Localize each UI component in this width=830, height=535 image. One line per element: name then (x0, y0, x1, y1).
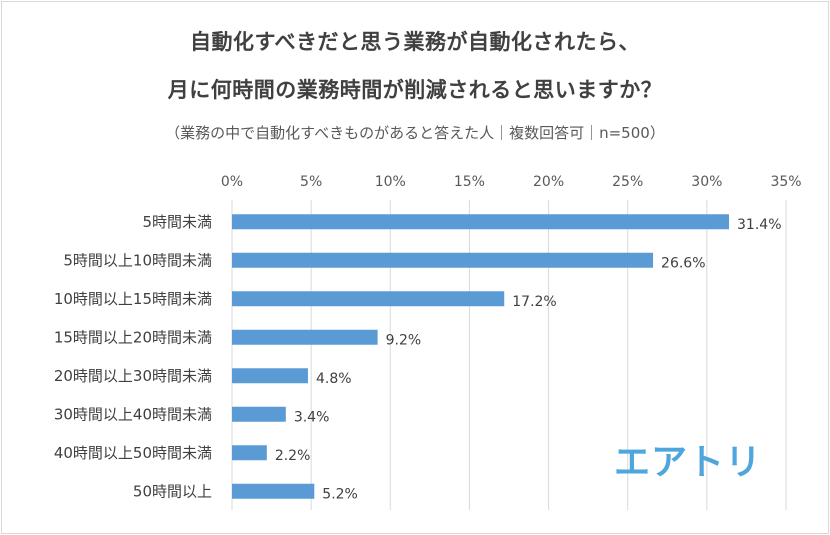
category-label: 15時間以上20時間未満 (54, 328, 212, 346)
category-label: 10時間以上15時間未満 (54, 290, 212, 308)
data-label: 5.2% (322, 486, 358, 502)
x-tick-label: 35% (770, 174, 801, 190)
bar (232, 406, 286, 422)
data-label: 3.4% (294, 409, 330, 425)
bar (232, 329, 378, 345)
x-tick-label: 30% (691, 174, 722, 190)
x-tick-label: 20% (533, 174, 564, 190)
bars (232, 214, 730, 499)
airtrip-logo: エアトリ (614, 442, 763, 483)
data-label: 4.8% (316, 371, 352, 387)
chart-subtitle: （業務の中で自動化すべきものがあると答えた人｜複数回答可｜n=500） (165, 124, 665, 142)
chart-title-line2: 月に何時間の業務時間が削減されると思いますか？ (167, 78, 663, 102)
data-label: 2.2% (275, 448, 311, 464)
bar (232, 368, 308, 384)
x-tick-label: 5% (300, 174, 322, 190)
x-tick-label: 0% (221, 174, 243, 190)
category-label: 20時間以上30時間未満 (54, 367, 212, 385)
data-label: 9.2% (386, 332, 422, 348)
x-tick-label: 10% (375, 174, 406, 190)
data-label: 17.2% (512, 294, 556, 310)
bar (232, 445, 267, 461)
category-label: 5時間未満 (142, 213, 212, 231)
category-label: 30時間以上40時間未満 (54, 405, 212, 423)
category-label: 5時間以上10時間未満 (63, 251, 212, 269)
category-label: 40時間以上50時間未満 (54, 444, 212, 462)
category-label: 50時間以上 (133, 482, 212, 500)
x-tick-label: 15% (454, 174, 485, 190)
x-tick-label: 25% (612, 174, 643, 190)
category-labels: 5時間未満 5時間以上10時間未満 10時間以上15時間未満 15時間以上20時間未満… (54, 213, 212, 501)
data-label: 26.6% (661, 255, 705, 271)
bar (232, 483, 315, 499)
chart-title: 自動化すべきだと思う業務が自動化されたら、 (189, 30, 641, 54)
bar (232, 214, 730, 230)
bar (232, 291, 505, 307)
data-label: 31.4% (737, 217, 781, 233)
bar (232, 252, 654, 268)
x-tick-labels: 0% 5% 10% 15% 20% 25% 30% 35% (221, 174, 802, 190)
data-labels: 31.4% 26.6% 17.2% 9.2% 4.8% 3.4% 2.2% 5.2% (275, 217, 782, 503)
